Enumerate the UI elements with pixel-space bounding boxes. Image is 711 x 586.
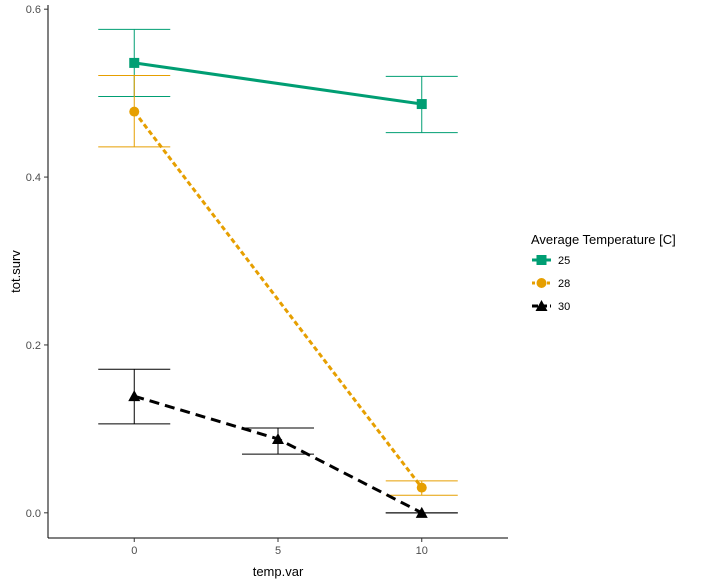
series-line: [133, 110, 423, 489]
y-tick-label: 0.6: [26, 4, 41, 16]
data-point: [128, 390, 141, 402]
x-tick-label: 5: [275, 545, 281, 557]
y-tick-label: 0.2: [26, 340, 41, 352]
axes: 0 5 10 0.0 0.2 0.4 0.6: [26, 4, 508, 557]
y-tick-label: 0.0: [26, 508, 41, 520]
legend-key-marker: [536, 255, 547, 265]
series-layer: [98, 28, 458, 518]
data-point: [272, 432, 284, 444]
legend-title: Average Temperature [C]: [531, 232, 676, 247]
x-tick-label: 10: [416, 545, 428, 557]
data-point: [129, 106, 140, 117]
y-tick-label: 0.4: [26, 172, 41, 184]
x-axis-title: temp.var: [253, 564, 304, 579]
series-30: [98, 368, 458, 518]
data-point: [416, 99, 427, 110]
legend-key-marker: [536, 278, 547, 288]
legend-label: 28: [558, 278, 570, 290]
x-tick-label: 0: [131, 545, 137, 557]
legend-key-marker: [535, 300, 548, 311]
series-28: [98, 75, 458, 496]
legend-item-30: 30: [532, 300, 570, 313]
legend-label: 25: [558, 255, 570, 267]
y-axis-title: tot.surv: [8, 250, 23, 293]
data-point: [416, 482, 427, 493]
legend: Average Temperature [C] 25 28 30: [531, 232, 676, 313]
series-line: [134, 61, 422, 106]
data-point: [129, 57, 140, 68]
data-point: [415, 506, 428, 518]
legend-label: 30: [558, 301, 570, 313]
series-25: [98, 28, 458, 134]
legend-item-25: 25: [532, 255, 570, 267]
legend-item-28: 28: [532, 278, 570, 290]
